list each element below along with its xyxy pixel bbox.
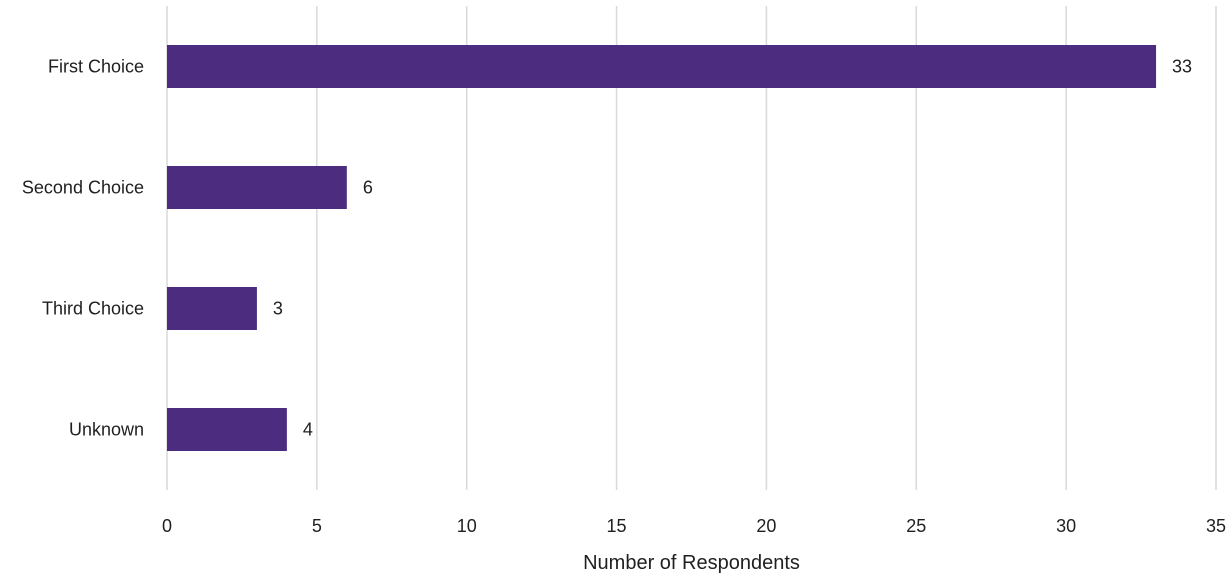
x-tick-label-10: 10 — [457, 516, 477, 536]
x-tick-label-35: 35 — [1206, 516, 1226, 536]
bar-third-choice — [167, 287, 257, 330]
data-labels: 33 6 3 4 — [273, 57, 1192, 440]
category-labels: First Choice Second Choice Third Choice Unk… — [22, 57, 144, 440]
x-tick-label-5: 5 — [312, 516, 322, 536]
category-label-first-choice: First Choice — [48, 57, 144, 77]
x-tick-label-0: 0 — [162, 516, 172, 536]
bar-unknown — [167, 408, 287, 451]
data-label-third-choice: 3 — [273, 299, 283, 319]
x-axis-tick-labels: 0 5 10 15 20 25 30 35 — [162, 516, 1226, 536]
x-axis-title: Number of Respondents — [583, 552, 800, 574]
x-tick-label-25: 25 — [906, 516, 926, 536]
category-label-second-choice: Second Choice — [22, 178, 144, 198]
data-label-first-choice: 33 — [1172, 57, 1192, 77]
bar-second-choice — [167, 166, 347, 209]
x-tick-label-30: 30 — [1056, 516, 1076, 536]
data-label-unknown: 4 — [303, 420, 313, 440]
category-label-unknown: Unknown — [69, 420, 144, 440]
category-label-third-choice: Third Choice — [42, 299, 144, 319]
bar-first-choice — [167, 45, 1157, 88]
x-tick-label-15: 15 — [607, 516, 627, 536]
x-tick-label-20: 20 — [756, 516, 776, 536]
data-label-second-choice: 6 — [363, 178, 373, 198]
bars — [167, 45, 1157, 451]
